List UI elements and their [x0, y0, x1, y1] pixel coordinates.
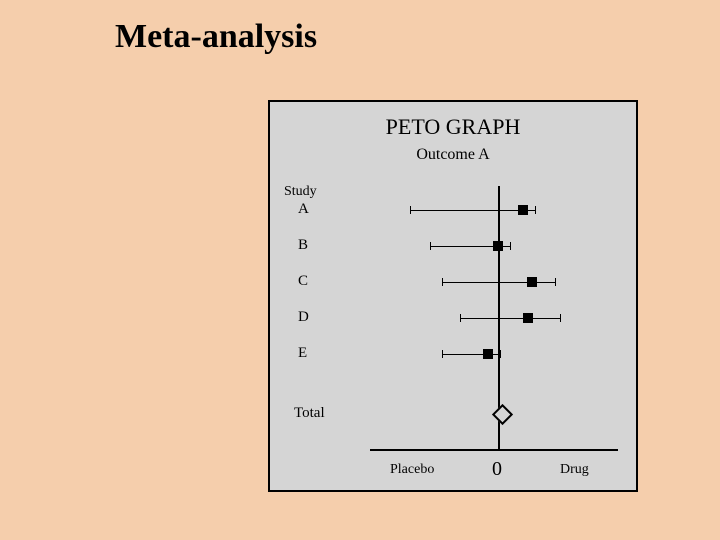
point-estimate-marker: [518, 205, 528, 215]
axis-label-drug: Drug: [560, 462, 589, 478]
ci-cap: [430, 242, 431, 250]
page-title: Meta-analysis: [115, 18, 317, 56]
peto-graph-panel: PETO GRAPH Outcome A Study A B C D E Total P…: [268, 100, 638, 492]
point-estimate-marker: [493, 241, 503, 251]
ci-cap: [560, 314, 561, 322]
point-estimate-marker: [523, 313, 533, 323]
ci-line: [460, 318, 560, 319]
study-row-label: E: [298, 345, 307, 362]
forest-x-axis: [370, 449, 618, 451]
study-row-label: C: [298, 273, 308, 290]
total-diamond-marker: [491, 403, 512, 424]
graph-subtitle: Outcome A: [270, 146, 636, 164]
ci-cap: [442, 350, 443, 358]
total-row-label: Total: [294, 405, 325, 422]
study-row-label: B: [298, 237, 308, 254]
ci-cap: [555, 278, 556, 286]
study-column-header: Study: [284, 184, 317, 200]
ci-line: [410, 210, 535, 211]
ci-cap: [442, 278, 443, 286]
ci-cap: [500, 350, 501, 358]
point-estimate-marker: [483, 349, 493, 359]
axis-label-zero: 0: [492, 458, 502, 481]
ci-cap: [535, 206, 536, 214]
ci-cap: [510, 242, 511, 250]
study-row-label: D: [298, 309, 309, 326]
study-row-label: A: [298, 201, 309, 218]
ci-line: [442, 282, 555, 283]
point-estimate-marker: [527, 277, 537, 287]
ci-cap: [460, 314, 461, 322]
axis-label-placebo: Placebo: [390, 462, 434, 478]
graph-title: PETO GRAPH: [270, 114, 636, 140]
ci-cap: [410, 206, 411, 214]
